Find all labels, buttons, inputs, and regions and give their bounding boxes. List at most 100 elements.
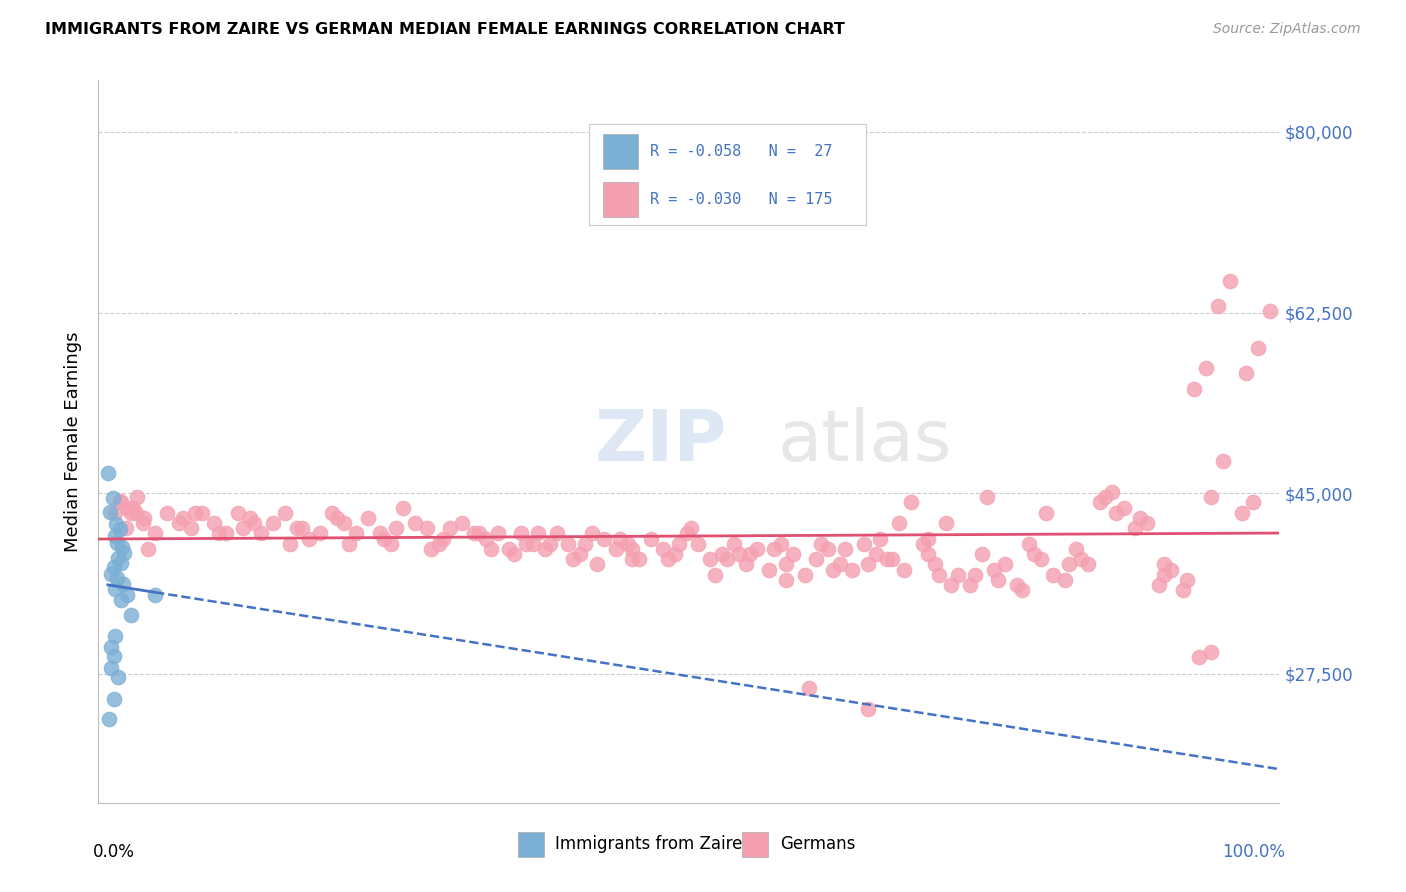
Point [652, 541, 675, 556]
Point [852, 537, 875, 551]
Point [1243, 495, 1265, 509]
Point [191, 506, 214, 520]
Bar [603, 135, 638, 169]
Point [143, 588, 166, 602]
Text: R = -0.030   N = 175: R = -0.030 N = 175 [650, 192, 832, 207]
Point [1136, 516, 1159, 530]
Point [107, 670, 129, 684]
Point [114, 521, 136, 535]
Point [616, 537, 638, 551]
Text: Immigrants from Zaire: Immigrants from Zaire [555, 835, 742, 854]
Point [935, 516, 957, 530]
Point [1188, 650, 1211, 665]
Point [98, 712, 121, 726]
Point [880, 552, 903, 566]
Point [1022, 547, 1045, 561]
Point [105, 571, 128, 585]
Point [1147, 578, 1170, 592]
Point [758, 562, 780, 576]
Point [1219, 273, 1241, 287]
Point [581, 526, 603, 541]
Point [515, 537, 537, 551]
Point [262, 516, 284, 530]
Point [770, 537, 793, 551]
Point [105, 535, 128, 549]
Point [1199, 490, 1222, 504]
Point [100, 660, 122, 674]
Point [278, 537, 301, 551]
Point [1070, 552, 1092, 566]
Point [876, 552, 898, 566]
Text: IMMIGRANTS FROM ZAIRE VS GERMAN MEDIAN FEMALE EARNINGS CORRELATION CHART: IMMIGRANTS FROM ZAIRE VS GERMAN MEDIAN F… [45, 22, 845, 37]
Point [1160, 562, 1182, 576]
Point [562, 552, 585, 566]
Text: Germans: Germans [780, 835, 855, 854]
Point [817, 541, 839, 556]
Point [640, 532, 662, 546]
Point [250, 526, 273, 541]
Point [172, 511, 194, 525]
Point [104, 506, 127, 520]
Point [664, 547, 686, 561]
Point [100, 640, 122, 654]
Point [108, 522, 131, 536]
Point [432, 532, 454, 546]
Point [841, 562, 863, 576]
Point [1195, 361, 1218, 376]
Point [1112, 500, 1135, 515]
Point [121, 506, 143, 520]
Point [621, 552, 644, 566]
Point [326, 511, 349, 525]
Point [498, 541, 520, 556]
Point [806, 552, 828, 566]
Point [156, 506, 179, 520]
Point [858, 558, 880, 572]
Point [963, 567, 986, 582]
Point [939, 578, 962, 592]
Point [110, 495, 132, 509]
Point [526, 526, 548, 541]
Point [1125, 521, 1147, 535]
Point [983, 562, 1005, 576]
Point [373, 532, 395, 546]
Point [1007, 578, 1029, 592]
Point [486, 526, 509, 541]
Point [231, 521, 253, 535]
Point [534, 541, 557, 556]
Point [1171, 583, 1194, 598]
Point [112, 546, 135, 560]
Point [167, 516, 190, 530]
Bar [742, 831, 768, 857]
Point [628, 552, 651, 566]
Point [699, 552, 721, 566]
Point [970, 547, 993, 561]
Point [416, 521, 439, 535]
Point [100, 566, 122, 581]
Point [1088, 495, 1111, 509]
Point [208, 526, 231, 541]
Point [1258, 304, 1281, 318]
Point [368, 526, 391, 541]
Point [1184, 382, 1206, 396]
Point [1199, 645, 1222, 659]
Point [290, 521, 312, 535]
Point [522, 537, 544, 551]
Point [675, 526, 697, 541]
Point [1057, 558, 1080, 572]
Point [711, 547, 734, 561]
Point [924, 558, 946, 572]
Point [834, 541, 856, 556]
Point [503, 547, 526, 561]
Point [427, 537, 450, 551]
Point [976, 490, 998, 504]
Point [479, 541, 502, 556]
Point [727, 547, 749, 561]
Point [546, 526, 568, 541]
Point [463, 526, 485, 541]
Point [821, 562, 844, 576]
Point [775, 558, 797, 572]
Point [569, 547, 592, 561]
Point [285, 521, 308, 535]
Point [799, 681, 821, 696]
Point [215, 526, 238, 541]
